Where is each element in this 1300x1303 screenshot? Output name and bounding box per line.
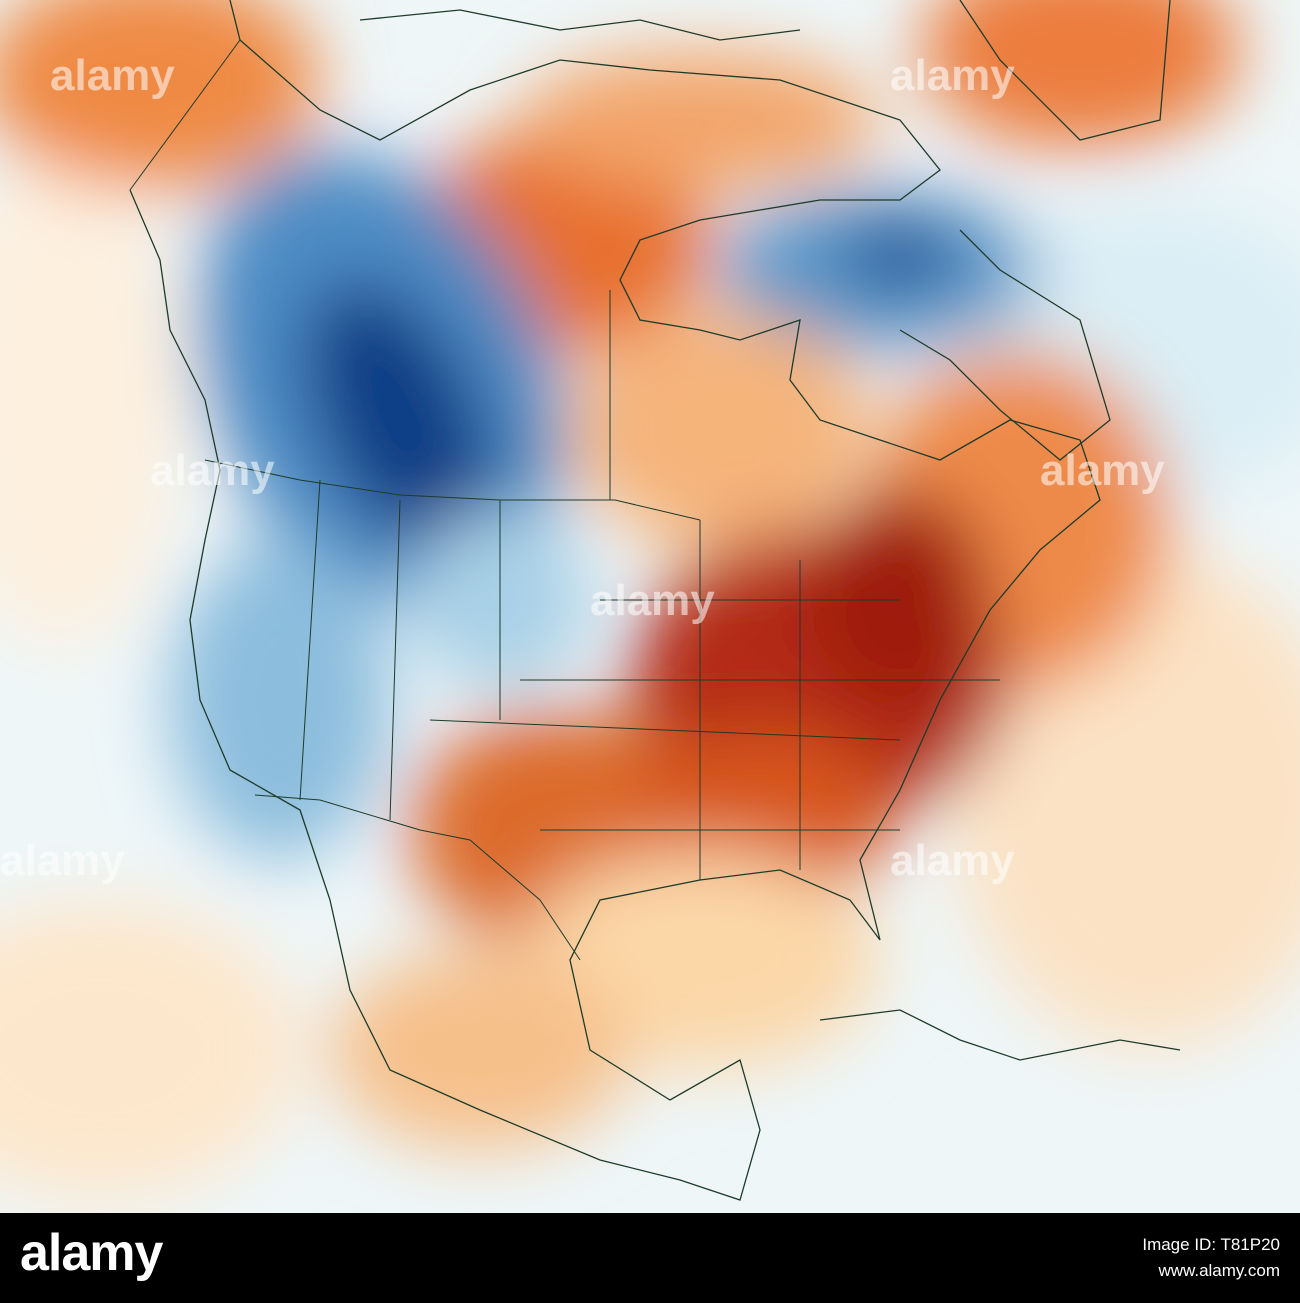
image-id: Image ID: T81P20 [1142, 1235, 1280, 1254]
watermark: alamy [50, 51, 175, 100]
watermark: alamy [0, 836, 125, 885]
watermarks: alamy alamy alamy alamy alamy alamy alam… [0, 51, 1165, 885]
watermark: alamy [1040, 446, 1165, 495]
watermark: alamy [150, 446, 275, 495]
watermark: alamy [890, 836, 1015, 885]
borders [129, 39, 1000, 961]
watermark: alamy [590, 576, 715, 625]
footer-url: www.alamy.com [1158, 1261, 1280, 1280]
anomaly-field [0, 0, 1300, 1200]
footer-logo: alamy [20, 1224, 163, 1282]
coastlines [129, 0, 1181, 1201]
footer: alamy Image ID: T81P20 www.alamy.com [0, 1213, 1300, 1303]
temperature-map: alamy alamy alamy alamy alamy alamy alam… [0, 0, 1300, 1213]
watermark: alamy [890, 51, 1015, 100]
